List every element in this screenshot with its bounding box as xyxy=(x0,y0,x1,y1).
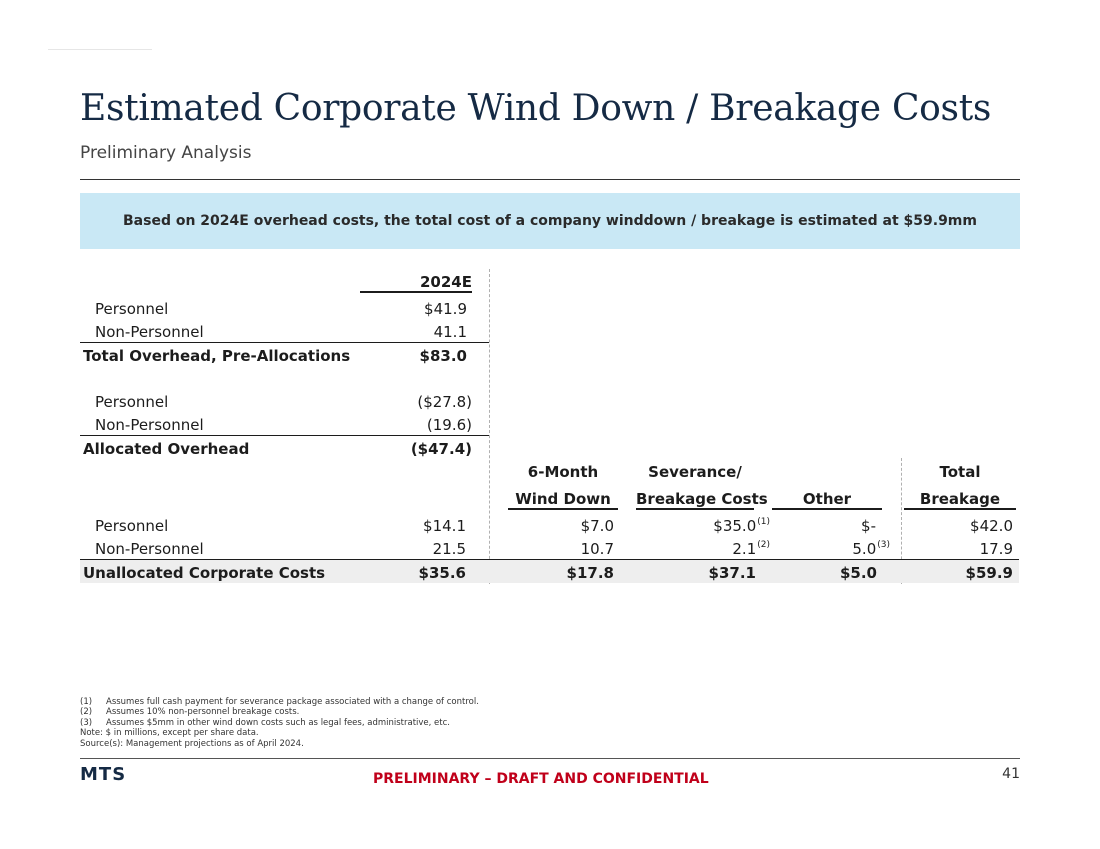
unallocated-label: Unallocated Corporate Costs xyxy=(83,564,326,582)
row-label: Personnel xyxy=(95,393,169,411)
page-number: 41 xyxy=(1002,766,1020,782)
footnote: (1) Assumes full cash payment for severan… xyxy=(80,697,479,707)
row-value: 21.5 xyxy=(432,540,466,558)
top-accent-line xyxy=(48,49,152,50)
other-total: $5.0 xyxy=(839,564,877,582)
column-separator xyxy=(901,458,902,584)
total-rule xyxy=(80,559,1019,560)
header-severance-line2: Breakage Costs xyxy=(636,490,768,508)
total-value: 17.9 xyxy=(979,540,1013,558)
header-wind-down-line1: 6-Month xyxy=(527,463,599,481)
severance-total: $37.1 xyxy=(708,564,756,582)
footnote: (2) Assumes 10% non-personnel breakage co… xyxy=(80,707,300,718)
other-value: 5.0(3) xyxy=(852,540,890,558)
total-rule xyxy=(80,435,489,436)
allocated-overhead-value: ($47.4) xyxy=(410,440,472,458)
header-total-line1: Total xyxy=(939,463,981,481)
row-label: Non-Personnel xyxy=(95,540,204,558)
units-note: Note: $ in millions, except per share da… xyxy=(80,728,259,739)
header-underline xyxy=(360,291,472,293)
header-underline xyxy=(508,508,618,510)
row-value: (19.6) xyxy=(426,416,472,434)
footnotes: (1) Assumes full cash payment for severan… xyxy=(80,697,479,749)
header-underline xyxy=(904,508,1016,510)
footnote-ref: (3) xyxy=(877,540,890,550)
row-label: Personnel xyxy=(95,300,169,318)
page-subtitle: Preliminary Analysis xyxy=(80,143,252,163)
severance-value: $35.0(1) xyxy=(713,517,770,535)
confidential-label: PRELIMINARY – DRAFT AND CONFIDENTIAL xyxy=(373,771,709,787)
row-value: 41.1 xyxy=(433,323,467,341)
header-wind-down-line2: Wind Down xyxy=(515,490,611,508)
total-value: $42.0 xyxy=(970,517,1013,535)
wind-down-value: 10.7 xyxy=(580,540,614,558)
row-label: Non-Personnel xyxy=(95,416,204,434)
footnote: (3) Assumes $5mm in other wind down costs… xyxy=(80,717,450,728)
row-value: $14.1 xyxy=(423,517,466,535)
wind-down-total: $17.8 xyxy=(566,564,614,582)
company-logo: MTS xyxy=(80,764,127,785)
wind-down-value: $7.0 xyxy=(580,517,614,535)
page-title: Estimated Corporate Wind Down / Breakage… xyxy=(80,88,992,129)
header-total-line2: Breakage xyxy=(919,490,1001,508)
total-row-shading xyxy=(80,560,1019,583)
grand-total: $59.9 xyxy=(965,564,1013,582)
footer-divider xyxy=(80,758,1020,759)
allocated-overhead-label: Allocated Overhead xyxy=(83,440,250,458)
column-separator xyxy=(489,269,490,584)
other-value: $- xyxy=(861,517,876,535)
row-label: Non-Personnel xyxy=(95,323,204,341)
header-severance-line1: Severance/ xyxy=(648,463,742,481)
footnote-ref: (1) xyxy=(757,517,770,527)
unallocated-value: $35.6 xyxy=(418,564,466,582)
row-value: ($27.8) xyxy=(417,393,472,411)
header-2024e: 2024E xyxy=(420,273,472,291)
severance-value: 2.1(2) xyxy=(732,540,770,558)
header-underline xyxy=(772,508,882,510)
summary-banner: Based on 2024E overhead costs, the total… xyxy=(80,193,1020,249)
row-value: $41.9 xyxy=(424,300,467,318)
header-underline xyxy=(636,508,754,510)
header-other: Other xyxy=(802,490,852,508)
total-rule xyxy=(80,342,489,343)
footnote-ref: (2) xyxy=(757,540,770,550)
total-overhead-value: $83.0 xyxy=(419,347,467,365)
source-note: Source(s): Management projections as of … xyxy=(80,738,304,749)
title-divider xyxy=(80,179,1020,180)
total-overhead-label: Total Overhead, Pre-Allocations xyxy=(83,347,351,365)
row-label: Personnel xyxy=(95,517,169,535)
